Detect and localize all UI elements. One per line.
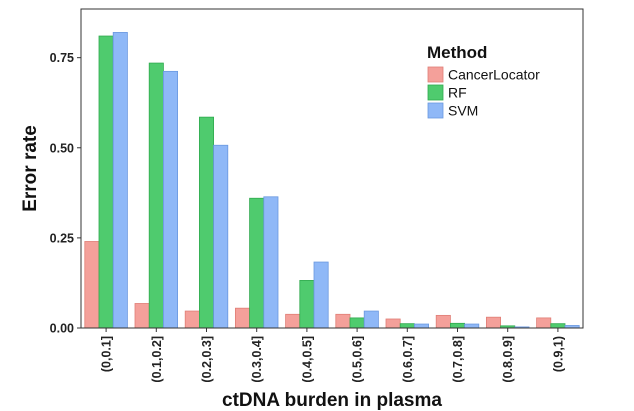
- bar: [385, 318, 401, 329]
- bar: [550, 323, 566, 329]
- bar: [399, 323, 415, 329]
- bar: [313, 261, 329, 329]
- x-tick-label: (0,0.1]: [100, 336, 114, 372]
- bar: [234, 307, 250, 329]
- y-tick-label: 0.75: [50, 51, 74, 65]
- legend-label: RF: [448, 85, 467, 101]
- y-axis: 0.00 0.25 0.50 0.75: [50, 51, 81, 336]
- image-credit: © Kang et al / Genome Biology: [4, 394, 169, 408]
- bar: [449, 322, 465, 329]
- legend-title: Method: [427, 43, 487, 62]
- legend-label: CancerLocator: [448, 67, 540, 83]
- legend-swatch: [427, 102, 444, 119]
- x-tick-label: (0.1,0.2]: [150, 336, 164, 383]
- bars-layer: [84, 32, 580, 329]
- x-tick-label: (0.2,0.3]: [200, 336, 214, 383]
- y-tick-label: 0.25: [50, 231, 74, 245]
- x-axis: (0,0.1] (0.1,0.2] (0.2,0.3] (0.3,0.4] (0.4,0…: [100, 328, 565, 383]
- bar: [464, 323, 480, 329]
- x-axis-title: ctDNA burden in plasma: [222, 390, 442, 411]
- x-tick-label: (0.3,0.4]: [250, 336, 264, 383]
- bar: [84, 241, 100, 329]
- bar: [184, 310, 200, 329]
- bar: [435, 314, 451, 329]
- bar: [112, 32, 128, 329]
- bar: [263, 196, 279, 329]
- legend-label: SVM: [448, 103, 478, 119]
- legend-swatch: [427, 66, 444, 83]
- bar: [148, 62, 164, 329]
- x-tick-label: (0.8,0.9]: [501, 336, 515, 383]
- plot-panel-border: [80, 8, 584, 329]
- x-tick-label: (0.6,0.7]: [401, 336, 415, 383]
- y-tick-label: 0.50: [50, 141, 74, 155]
- bar: [162, 70, 178, 329]
- bar: [249, 197, 265, 329]
- x-tick-label: (0.5,0.6]: [351, 336, 365, 383]
- y-axis-title: Error rate: [20, 125, 41, 212]
- bar: [198, 116, 214, 329]
- bar: [134, 303, 150, 329]
- legend: Method CancerLocator RF SVM: [427, 43, 540, 119]
- bar: [285, 313, 301, 329]
- bar: [536, 317, 552, 329]
- bar: [335, 313, 351, 329]
- x-tick-label: (0.9,1): [551, 336, 565, 372]
- x-tick-label: (0.7,0.8]: [451, 336, 465, 383]
- bar: [213, 144, 229, 329]
- bar: [413, 323, 429, 329]
- y-tick-label: 0.00: [50, 322, 74, 336]
- bar: [349, 317, 365, 329]
- bar: [98, 35, 114, 329]
- bar: [363, 310, 379, 329]
- bar: [299, 280, 315, 329]
- legend-swatch: [427, 84, 444, 101]
- x-tick-label: (0.4,0.5]: [300, 336, 314, 383]
- bar: [485, 316, 501, 329]
